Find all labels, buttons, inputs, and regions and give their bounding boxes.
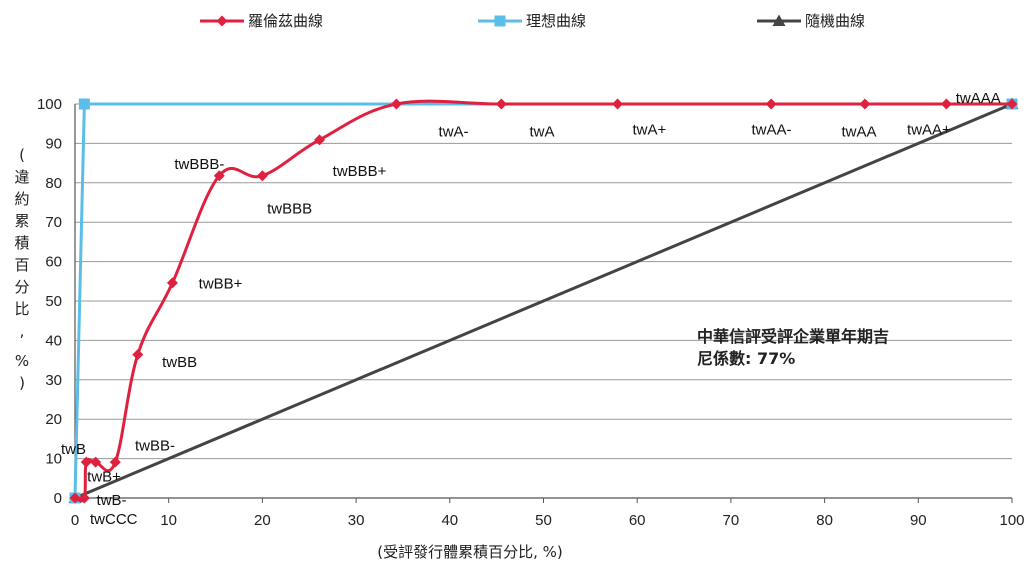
- y-axis-title-char: 累: [14, 212, 29, 230]
- y-axis-title-char: 積: [14, 234, 29, 252]
- legend-marker-1: [494, 15, 506, 27]
- point-diamond-2: [80, 456, 92, 468]
- y-axis-title-char: 比: [14, 300, 29, 318]
- rating-label-9: twBBB+: [333, 163, 387, 180]
- y-axis-title-char: 百: [14, 256, 29, 274]
- x-tick-label-10: 10: [160, 512, 177, 529]
- y-tick-label-30: 30: [45, 372, 62, 389]
- rating-label-5: twBB: [162, 354, 197, 371]
- legend: 羅倫茲曲線 理想曲線 隨機曲線: [200, 12, 865, 30]
- legend-marker-2: [772, 14, 786, 26]
- y-tick-label-100: 100: [37, 96, 62, 113]
- y-tick-label-90: 90: [45, 135, 62, 152]
- rating-label-15: twAA+: [907, 122, 951, 139]
- y-axis-title: ( 違約累積百分比, %): [14, 146, 29, 392]
- x-tick-label-70: 70: [723, 512, 740, 529]
- point-diamond-5: [132, 349, 144, 361]
- rating-label-14: twAA: [841, 124, 876, 141]
- legend-item-1: 理想曲線: [478, 12, 586, 30]
- rating-label-8: twBBB: [267, 200, 312, 217]
- y-tick-label-80: 80: [45, 175, 62, 192]
- point-diamond-15: [940, 98, 952, 110]
- y-axis-title-char: ,: [20, 322, 25, 340]
- legend-label-2: 隨機曲線: [805, 12, 865, 30]
- point-diamond-0: [69, 492, 81, 504]
- rating-label-10: twA-: [439, 124, 469, 141]
- y-axis-title-char: 約: [14, 190, 29, 208]
- point-diamond-7: [213, 170, 225, 182]
- y-axis-title-char: 違: [14, 168, 29, 186]
- gini-annotation-line2: 尼係數: 77%: [697, 349, 795, 368]
- y-axis-title-char: 分: [14, 278, 29, 296]
- rating-label-1: twB+: [87, 468, 121, 485]
- x-tick-label-20: 20: [254, 512, 271, 529]
- rating-label-13: twAA-: [752, 122, 792, 139]
- y-tick-label-60: 60: [45, 254, 62, 271]
- series-diamond: [69, 98, 1018, 504]
- y-tick-label-0: 0: [54, 490, 62, 507]
- x-tick-label-100: 100: [999, 512, 1024, 529]
- gini-annotation-line1: 中華信評受評企業單年期吉: [697, 327, 889, 346]
- x-tick-label-90: 90: [910, 512, 927, 529]
- rating-label-11: twA: [529, 124, 554, 141]
- point-diamond-11: [495, 98, 507, 110]
- rating-label-0: twB: [61, 441, 86, 458]
- x-tick-label-50: 50: [535, 512, 552, 529]
- x-axis-title: (受評發行體累積百分比, %): [377, 543, 563, 561]
- point-diamond-3: [90, 456, 102, 468]
- point-diamond-4: [109, 456, 121, 468]
- rating-label-12: twA+: [633, 122, 667, 139]
- y-axis-title-char: ): [19, 374, 25, 392]
- y-tick-label-40: 40: [45, 332, 62, 349]
- point-diamond-8: [256, 170, 268, 182]
- y-tick-label-70: 70: [45, 214, 62, 231]
- rating-label-2: twB-: [97, 492, 127, 509]
- series-line-triangle: [74, 102, 1013, 500]
- rating-label-6: twBB+: [199, 275, 243, 292]
- x-tick-label-60: 60: [629, 512, 646, 529]
- point-diamond-6: [166, 277, 178, 289]
- rating-label-4: twBB-: [135, 438, 175, 455]
- rating-label-16: twAAA: [956, 90, 1001, 107]
- x-tick-label-30: 30: [348, 512, 365, 529]
- point-diamond-10: [390, 98, 402, 110]
- rating-label-7: twBBB-: [174, 156, 224, 173]
- axes: 0 10 20 30 40 50 60 70 80 90 100 0 10 20 30 40 50 60 70 80 9…: [37, 96, 1025, 529]
- point-diamond-1: [78, 492, 90, 504]
- point-diamond-12: [612, 98, 624, 110]
- series-layer: [68, 97, 1019, 504]
- y-tick-label-50: 50: [45, 293, 62, 310]
- y-axis-title-char: %: [15, 352, 29, 370]
- point-diamond-9: [314, 134, 326, 146]
- legend-label-1: 理想曲線: [526, 12, 586, 30]
- x-tick-label-80: 80: [816, 512, 833, 529]
- x-tick-label-40: 40: [441, 512, 458, 529]
- point-square-1: [78, 98, 90, 110]
- y-tick-label-20: 20: [45, 411, 62, 428]
- point-diamond-13: [765, 98, 777, 110]
- point-diamond-16: [1006, 98, 1018, 110]
- x-tick-label-0: 0: [71, 512, 79, 529]
- point-diamond-14: [859, 98, 871, 110]
- legend-marker-0: [216, 15, 228, 27]
- legend-item-2: 隨機曲線: [757, 12, 865, 30]
- legend-label-0: 羅倫茲曲線: [248, 12, 323, 30]
- rating-label-3: twCCC: [90, 511, 138, 528]
- y-axis-title-char: (: [19, 146, 25, 164]
- legend-item-0: 羅倫茲曲線: [200, 12, 323, 30]
- y-tick-label-10: 10: [45, 451, 62, 468]
